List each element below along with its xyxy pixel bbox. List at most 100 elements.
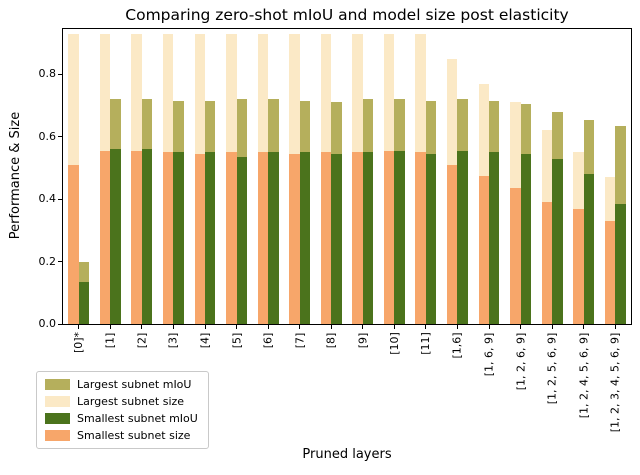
legend-label: Smallest subnet size xyxy=(77,429,191,442)
bar-smallest-subnet-size-17 xyxy=(604,220,616,324)
x-tick xyxy=(109,325,111,329)
legend-item: Smallest subnet mIoU xyxy=(45,412,198,425)
x-tick xyxy=(204,325,206,329)
x-tick xyxy=(236,325,238,329)
x-tick-label: [1, 6, 9] xyxy=(482,332,496,376)
legend-label: Smallest subnet mIoU xyxy=(77,412,198,425)
legend-label: Largest subnet size xyxy=(77,395,185,408)
x-tick-label: [11] xyxy=(419,332,433,355)
bar-smallest-subnet-size-6 xyxy=(257,152,269,324)
bar-smallest-subnet-miou-5 xyxy=(236,157,247,324)
bar-smallest-subnet-size-14 xyxy=(510,188,521,324)
x-tick-label: [1, 2, 4, 5, 6, 9] xyxy=(576,332,590,418)
legend-swatch-largest-subnet-miou xyxy=(45,379,70,390)
bar-smallest-subnet-miou-13 xyxy=(489,152,500,324)
y-axis-label: Performance & Size xyxy=(7,111,23,240)
x-tick xyxy=(425,325,427,329)
legend-item: Largest subnet size xyxy=(45,395,198,408)
x-axis-label: Pruned layers xyxy=(302,447,392,462)
x-tick xyxy=(267,325,269,329)
y-tick-label: 0.0 xyxy=(38,317,57,330)
y-tick xyxy=(58,323,62,325)
bar-smallest-subnet-size-10 xyxy=(383,150,395,324)
bar-smallest-subnet-size-13 xyxy=(478,175,489,324)
x-tick-label: [6] xyxy=(261,332,275,348)
bar-smallest-subnet-size-0 xyxy=(68,164,79,324)
x-tick-label: [1, 2, 3, 4, 5, 6, 9] xyxy=(608,332,622,432)
legend-item: Smallest subnet size xyxy=(45,429,198,442)
x-tick xyxy=(520,325,522,329)
x-tick-label: [1, 2, 5, 6, 9] xyxy=(545,332,559,404)
bar-smallest-subnet-size-3 xyxy=(163,152,174,324)
bar-smallest-subnet-miou-9 xyxy=(362,152,374,324)
x-tick-label: [9] xyxy=(356,332,370,348)
bar-smallest-subnet-miou-14 xyxy=(520,153,531,324)
x-tick xyxy=(141,325,143,329)
x-tick-label: [1,6] xyxy=(450,331,464,359)
x-tick-label: [1, 2, 6, 9] xyxy=(513,332,527,390)
bar-smallest-subnet-size-8 xyxy=(320,152,332,324)
y-tick-label: 0.4 xyxy=(38,192,57,206)
bar-smallest-subnet-size-16 xyxy=(573,208,584,324)
x-tick xyxy=(330,325,332,329)
bar-smallest-subnet-size-1 xyxy=(99,150,111,324)
bar-smallest-subnet-size-11 xyxy=(415,152,426,324)
y-tick-label: 0.8 xyxy=(38,67,57,81)
chart-title: Comparing zero-shot mIoU and model size … xyxy=(125,6,569,24)
bar-smallest-subnet-miou-4 xyxy=(205,152,216,324)
bar-smallest-subnet-miou-2 xyxy=(141,149,153,324)
y-tick xyxy=(58,198,62,200)
x-tick-label: [1] xyxy=(103,332,117,348)
x-tick xyxy=(172,325,174,329)
bar-smallest-subnet-size-5 xyxy=(226,152,237,324)
x-tick-label: [3] xyxy=(166,332,180,348)
bar-smallest-subnet-size-2 xyxy=(131,150,142,324)
bar-smallest-subnet-miou-16 xyxy=(583,174,595,324)
y-tick xyxy=(58,136,62,138)
legend-swatch-smallest-subnet-size xyxy=(45,430,70,441)
x-tick-label: [5] xyxy=(229,332,243,348)
x-tick-label: [0]* xyxy=(72,331,86,354)
bar-smallest-subnet-miou-3 xyxy=(173,152,184,324)
x-tick-label: [8] xyxy=(324,332,338,348)
x-tick xyxy=(583,325,585,329)
legend-item: Largest subnet mIoU xyxy=(45,378,198,391)
x-tick-label: [10] xyxy=(387,332,401,355)
y-tick-label: 0.6 xyxy=(38,129,57,143)
y-tick xyxy=(58,73,62,75)
legend-swatch-largest-subnet-size xyxy=(45,396,70,407)
bar-smallest-subnet-size-7 xyxy=(289,153,300,324)
bar-smallest-subnet-miou-6 xyxy=(268,152,279,324)
x-tick xyxy=(488,325,490,329)
bar-smallest-subnet-miou-17 xyxy=(615,203,626,324)
bar-smallest-subnet-miou-11 xyxy=(425,153,437,324)
y-tick-label: 0.2 xyxy=(38,254,57,268)
bar-smallest-subnet-size-9 xyxy=(352,152,363,324)
x-tick-label: [2] xyxy=(135,332,149,348)
x-tick xyxy=(393,325,395,329)
bar-smallest-subnet-miou-8 xyxy=(331,153,342,324)
bar-smallest-subnet-miou-12 xyxy=(457,150,468,324)
y-tick xyxy=(58,261,62,263)
x-tick xyxy=(78,325,80,329)
x-tick-label: [7] xyxy=(292,332,306,348)
bar-smallest-subnet-miou-10 xyxy=(394,150,405,324)
x-tick xyxy=(551,325,553,329)
bar-smallest-subnet-miou-7 xyxy=(299,152,311,324)
bar-smallest-subnet-miou-0 xyxy=(78,281,90,324)
bar-smallest-subnet-miou-15 xyxy=(552,158,563,324)
x-tick xyxy=(614,325,616,329)
bar-smallest-subnet-size-15 xyxy=(541,202,553,324)
x-tick xyxy=(362,325,364,329)
bar-smallest-subnet-size-4 xyxy=(194,153,205,324)
legend-label: Largest subnet mIoU xyxy=(77,378,192,391)
x-tick xyxy=(299,325,301,329)
legend-swatch-smallest-subnet-miou xyxy=(45,413,70,424)
bar-smallest-subnet-size-12 xyxy=(447,164,458,324)
legend: Largest subnet mIoU Largest subnet size Sm… xyxy=(36,371,209,449)
plot-area xyxy=(62,28,632,325)
bar-smallest-subnet-miou-1 xyxy=(110,149,121,324)
x-tick xyxy=(456,325,458,329)
x-tick-label: [4] xyxy=(198,332,212,348)
